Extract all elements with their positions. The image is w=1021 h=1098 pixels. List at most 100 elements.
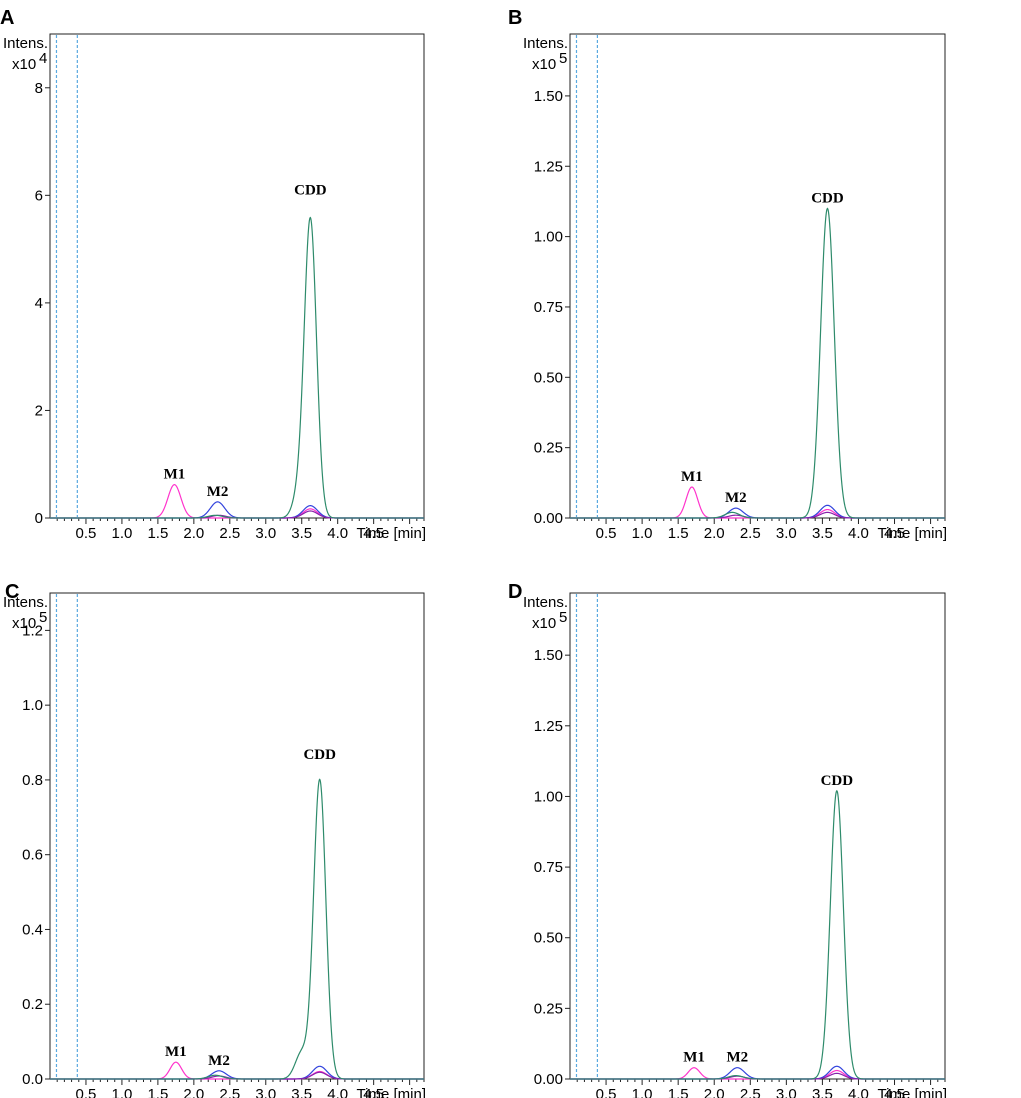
series-trace-4 — [570, 789, 945, 1080]
y-tick-label: 0.4 — [22, 921, 43, 938]
x-tick-label: 2.5 — [740, 1086, 761, 1098]
series-trace-4 — [570, 207, 945, 519]
x-tick-label: 3.0 — [776, 525, 797, 542]
peak-label-m2: M2 — [725, 490, 747, 506]
y-tick-label: 0.8 — [22, 772, 43, 789]
series-trace-4 — [50, 778, 424, 1080]
y-tick-label: 1.50 — [534, 647, 563, 664]
x-tick-label: 2.0 — [183, 1086, 204, 1098]
y-axis-title: Intens. — [3, 35, 48, 52]
x-tick-label: 3.5 — [812, 1086, 833, 1098]
peak-label-cdd: CDD — [821, 773, 854, 789]
x-tick-label: 1.5 — [147, 525, 168, 542]
y-tick-label: 0.75 — [534, 299, 563, 316]
x-tick-label: 2.0 — [704, 1086, 725, 1098]
x-tick-label: 4.0 — [327, 1086, 348, 1098]
y-axis-multiplier: x10 — [12, 56, 36, 73]
y-tick-label: 1.0 — [22, 697, 43, 714]
x-tick-label: 2.0 — [183, 525, 204, 542]
series-trace-2 — [50, 501, 424, 519]
y-axis-multiplier: x10 — [12, 615, 36, 632]
x-tick-label: 3.0 — [255, 525, 276, 542]
chart-panel-d: D Intens.x10 50.000.250.500.751.001.251.50… — [508, 581, 947, 1098]
y-axis-exponent: 5 — [39, 609, 47, 626]
y-axis-exponent: 4 — [39, 50, 47, 67]
x-tick-label: 0.5 — [596, 525, 617, 542]
peak-label-m1: M1 — [683, 1050, 705, 1066]
x-axis-title: Time [min] — [878, 1086, 947, 1098]
x-tick-label: 2.0 — [704, 525, 725, 542]
y-tick-label: 0.25 — [534, 440, 563, 457]
x-tick-label: 4.0 — [848, 1086, 869, 1098]
y-tick-label: 2 — [35, 402, 43, 419]
x-tick-label: 2.5 — [740, 525, 761, 542]
x-tick-label: 3.0 — [776, 1086, 797, 1098]
x-axis-title: Time [min] — [357, 1086, 426, 1098]
x-tick-label: 3.5 — [291, 1086, 312, 1098]
x-tick-label: 4.0 — [327, 525, 348, 542]
x-tick-label: 1.5 — [668, 1086, 689, 1098]
x-axis-title: Time [min] — [878, 525, 947, 542]
y-tick-label: 0.2 — [22, 996, 43, 1013]
plot-frame — [569, 592, 946, 1080]
x-tick-label: 1.0 — [111, 525, 132, 542]
peak-label-m1: M1 — [164, 467, 186, 483]
y-tick-label: 1.2 — [22, 622, 43, 639]
series-trace-2 — [570, 504, 945, 519]
y-tick-label: 0.00 — [534, 1071, 563, 1088]
peak-label-m2: M2 — [207, 484, 229, 500]
peak-label-m1: M1 — [681, 469, 703, 485]
x-tick-label: 4.5 — [363, 525, 384, 542]
y-axis-title: Intens. — [523, 594, 568, 611]
x-tick-label: 2.5 — [219, 525, 240, 542]
panel-letter: C — [5, 581, 19, 603]
x-tick-label: 1.0 — [632, 525, 653, 542]
x-tick-label: 3.0 — [255, 1086, 276, 1098]
y-tick-label: 0.00 — [534, 510, 563, 527]
series-trace-4 — [50, 216, 424, 519]
series-trace-3 — [570, 511, 945, 519]
x-tick-label: 4.5 — [884, 525, 905, 542]
y-tick-label: 1.25 — [534, 718, 563, 735]
x-tick-label: 3.5 — [812, 525, 833, 542]
y-axis-multiplier: x10 — [532, 56, 556, 73]
peak-label-m2: M2 — [208, 1053, 230, 1069]
y-tick-label: 0.6 — [22, 847, 43, 864]
x-tick-label: 0.5 — [76, 525, 97, 542]
panel-letter: D — [508, 581, 522, 603]
x-tick-label: 0.5 — [76, 1086, 97, 1098]
peak-label-m1: M1 — [165, 1044, 187, 1060]
peak-label-cdd: CDD — [294, 183, 327, 199]
peak-label-cdd: CDD — [303, 747, 336, 763]
y-tick-label: 1.00 — [534, 788, 563, 805]
series-trace-3 — [50, 510, 424, 519]
series-trace-1 — [570, 1067, 945, 1080]
y-axis-exponent: 5 — [559, 609, 567, 626]
plot-frame — [49, 592, 425, 1080]
y-tick-label: 8 — [35, 80, 43, 97]
y-tick-label: 1.00 — [534, 229, 563, 246]
y-tick-label: 0.75 — [534, 859, 563, 876]
series-trace-1 — [50, 1061, 424, 1080]
y-tick-label: 1.50 — [534, 88, 563, 105]
series-trace-3 — [570, 1072, 945, 1080]
y-axis-exponent: 5 — [559, 50, 567, 67]
y-axis-multiplier: x10 — [532, 615, 556, 632]
series-trace-1 — [50, 484, 424, 519]
series-trace-1 — [570, 486, 945, 519]
x-axis-title: Time [min] — [357, 525, 426, 542]
y-axis-title: Intens. — [523, 35, 568, 52]
series-trace-3 — [50, 1071, 424, 1080]
x-tick-label: 3.5 — [291, 525, 312, 542]
panel-letter: B — [508, 7, 522, 29]
y-tick-label: 0.25 — [534, 1000, 563, 1017]
x-tick-label: 4.0 — [848, 525, 869, 542]
x-tick-label: 2.5 — [219, 1086, 240, 1098]
plot-frame — [569, 33, 946, 519]
series-trace-2 — [570, 1065, 945, 1080]
x-tick-label: 1.0 — [632, 1086, 653, 1098]
